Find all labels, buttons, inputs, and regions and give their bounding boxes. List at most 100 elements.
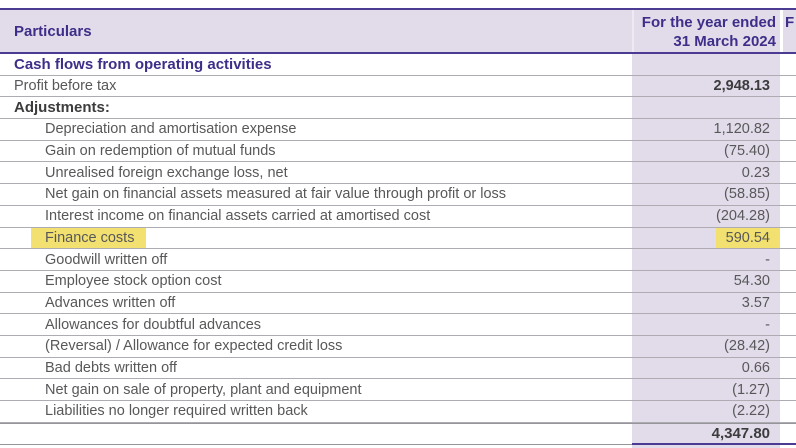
row-stub-cell: [780, 162, 796, 183]
row-stub-cell: [780, 424, 796, 445]
row-value-cell: -: [632, 249, 780, 270]
table-row: Bad debts written off 0.66: [0, 357, 796, 380]
row-value-cell: 0.23: [632, 162, 780, 184]
row-label: Allowances for doubtful advances: [45, 316, 262, 333]
row-value: 0.66: [741, 359, 770, 376]
header-cell-particulars: Particulars: [0, 10, 632, 52]
row-stub-cell: [780, 314, 796, 335]
row-value: -: [765, 316, 770, 333]
tail-value-column-shade: [632, 444, 780, 448]
row-label-cell: Adjustments:: [0, 97, 632, 118]
row-stub-cell: [780, 119, 796, 140]
row-label: Liabilities no longer required written b…: [45, 403, 308, 420]
row-stub-cell: [780, 97, 796, 118]
row-value-cell: 4,347.80: [632, 423, 780, 445]
row-label: Interest income on financial assets carr…: [45, 208, 431, 225]
clipped-column-label: F: [785, 14, 795, 31]
table-row: Profit before tax 2,948.13: [0, 75, 796, 98]
row-stub-cell: [780, 358, 796, 379]
row-label: (Reversal) / Allowance for expected cred…: [45, 338, 343, 355]
table-row: Allowances for doubtful advances -: [0, 314, 796, 336]
row-label-cell: Net gain on sale of property, plant and …: [0, 379, 632, 400]
row-value-cell: 54.30: [632, 270, 780, 292]
row-label: Net gain on financial assets measured at…: [45, 186, 507, 203]
row-value: (75.40): [724, 143, 770, 160]
row-value-cell: 2,948.13: [632, 75, 780, 97]
row-label-cell: [0, 424, 632, 445]
row-value-cell: 0.66: [632, 357, 780, 379]
table-row: Finance costs 590.54: [0, 227, 796, 250]
row-value: (204.28): [715, 208, 770, 225]
row-label-cell: Allowances for doubtful advances: [0, 314, 632, 335]
row-value: (28.42): [724, 338, 770, 355]
table-row: Net gain on sale of property, plant and …: [0, 379, 796, 401]
table-row: Adjustments:: [0, 97, 796, 120]
row-label: Cash flows from operating activities: [14, 55, 272, 73]
table-body: Cash flows from operating activities Pro…: [0, 54, 796, 445]
row-label-cell: Bad debts written off: [0, 358, 632, 379]
table-row: Advances written off 3.57: [0, 292, 796, 315]
row-stub-cell: [780, 54, 796, 75]
row-label: Net gain on sale of property, plant and …: [45, 381, 362, 398]
table-row: Gain on redemption of mutual funds (75.4…: [0, 140, 796, 163]
row-stub-cell: [780, 293, 796, 314]
row-value: 4,347.80: [711, 424, 770, 442]
row-label-cell: (Reversal) / Allowance for expected cred…: [0, 336, 632, 357]
row-value-cell: (58.85): [632, 184, 780, 205]
row-value: 1,120.82: [713, 121, 770, 138]
row-label-cell: Advances written off: [0, 293, 632, 314]
row-stub-cell: [780, 336, 796, 357]
row-label-cell: Unrealised foreign exchange loss, net: [0, 162, 632, 183]
row-value-cell: 1,120.82: [632, 119, 780, 140]
row-label-cell: Goodwill written off: [0, 249, 632, 270]
row-label: Goodwill written off: [45, 251, 168, 268]
table-row: Interest income on financial assets carr…: [0, 205, 796, 228]
table-row: Employee stock option cost 54.30: [0, 270, 796, 293]
row-label-cell: Liabilities no longer required written b…: [0, 401, 632, 422]
row-label-cell: Gain on redemption of mutual funds: [0, 141, 632, 162]
row-label: Unrealised foreign exchange loss, net: [45, 164, 288, 181]
row-value-cell: (204.28): [632, 205, 780, 227]
row-label-cell: Employee stock option cost: [0, 271, 632, 292]
row-label-cell: Interest income on financial assets carr…: [0, 206, 632, 227]
row-label-cell: Net gain on financial assets measured at…: [0, 184, 632, 205]
row-value: -: [765, 251, 770, 268]
row-label-cell: Profit before tax: [0, 76, 632, 97]
row-label-cell: Finance costs: [0, 227, 632, 249]
row-value-cell: (1.27): [632, 379, 780, 400]
row-label-cell: Cash flows from operating activities: [0, 54, 632, 75]
row-value-cell: (2.22): [632, 401, 780, 422]
row-value: 54.30: [733, 273, 770, 290]
table-row: Cash flows from operating activities: [0, 54, 796, 76]
table-row: Unrealised foreign exchange loss, net 0.…: [0, 162, 796, 185]
row-value: (2.22): [732, 403, 770, 420]
table-tail-strip: [0, 444, 796, 448]
row-value: (58.85): [724, 186, 770, 203]
row-label: Bad debts written off: [45, 359, 177, 376]
table-row: Net gain on financial assets measured at…: [0, 184, 796, 206]
row-stub-cell: [780, 184, 796, 205]
row-value: (1.27): [732, 381, 770, 398]
row-value-cell: [632, 97, 780, 119]
row-value: 0.23: [741, 164, 770, 181]
table-row: 4,347.80: [0, 422, 796, 445]
row-label: Gain on redemption of mutual funds: [45, 143, 276, 160]
header-cell-next-period-clipped: F: [780, 10, 796, 52]
row-stub-cell: [780, 379, 796, 400]
row-value: 2,948.13: [713, 78, 770, 95]
row-value-cell: -: [632, 314, 780, 335]
row-label-cell: Depreciation and amortisation expense: [0, 119, 632, 140]
cash-flow-table: Particulars For the year ended 31 March …: [0, 8, 796, 448]
period-header-line2: 31 March 2024: [673, 33, 776, 50]
row-stub-cell: [780, 141, 796, 162]
row-label-highlighted: Finance costs: [31, 227, 147, 249]
row-label: Adjustments:: [14, 99, 110, 117]
row-value-cell: (28.42): [632, 335, 780, 357]
table-row: Liabilities no longer required written b…: [0, 401, 796, 423]
table-header-row: Particulars For the year ended 31 March …: [0, 8, 796, 54]
row-stub-cell: [780, 401, 796, 422]
period-header-line1: For the year ended: [641, 14, 776, 31]
row-stub-cell: [780, 271, 796, 292]
row-value-cell: 3.57: [632, 292, 780, 314]
